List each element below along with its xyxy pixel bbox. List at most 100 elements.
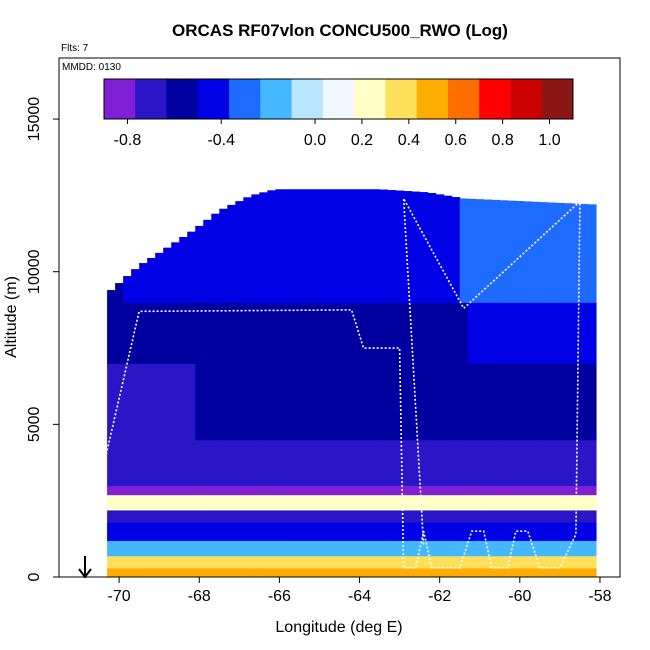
heatmap-cell: [211, 555, 220, 569]
heatmap-cell: [115, 522, 124, 541]
heatmap-cell: [163, 494, 172, 511]
heatmap-cell: [331, 540, 341, 557]
heatmap-cell: [363, 302, 373, 364]
heatmap-cell: [275, 302, 284, 364]
heatmap-cell: [259, 363, 268, 441]
heatmap-cell: [347, 189, 357, 303]
heatmap-cell: [387, 302, 397, 364]
down-arrow-icon: [78, 556, 92, 579]
heatmap-cell: [467, 567, 477, 577]
heatmap-cell: [107, 485, 116, 496]
heatmap-cell: [139, 509, 148, 523]
heatmap-cell: [579, 494, 589, 511]
heatmap-cell: [195, 494, 204, 511]
heatmap-cell: [131, 363, 140, 441]
heatmap-cell: [475, 540, 485, 557]
heatmap-cell: [587, 302, 597, 364]
heatmap-cell: [171, 494, 180, 511]
heatmap-cell: [539, 485, 549, 496]
colorbar-segment: [385, 79, 418, 119]
heatmap-cell: [451, 540, 461, 557]
y-tick-label: 15000: [26, 97, 43, 142]
heatmap-cell: [555, 494, 565, 511]
heatmap-cell: [387, 439, 397, 487]
heatmap-cell: [299, 485, 309, 496]
x-tick-label: -66: [268, 588, 291, 605]
heatmap-cell: [123, 485, 132, 496]
heatmap-cell: [491, 363, 501, 441]
heatmap-cell: [419, 363, 429, 441]
heatmap-cell: [531, 567, 541, 577]
heatmap-cell: [387, 363, 397, 441]
heatmap-cell: [323, 189, 333, 303]
heatmap-cell: [563, 203, 573, 303]
heatmap-cell: [195, 302, 204, 364]
heatmap-cell: [507, 567, 517, 577]
heatmap-cell: [187, 555, 196, 569]
heatmap-cell: [387, 567, 397, 577]
heatmap-cell: [395, 540, 405, 557]
heatmap-cell: [163, 540, 172, 557]
heatmap-cell: [363, 540, 373, 557]
heatmap-cell: [267, 363, 276, 441]
heatmap-cell: [235, 363, 244, 441]
heatmap-cell: [131, 439, 140, 487]
heatmap-cell: [355, 485, 365, 496]
heatmap-cell: [203, 555, 212, 569]
heatmap-cell: [483, 567, 493, 577]
heatmap-cell: [123, 494, 132, 511]
heatmap-cell: [491, 494, 501, 511]
heatmap-cell: [467, 555, 477, 569]
heatmap-cell: [459, 363, 469, 441]
heatmap-cell: [443, 494, 453, 511]
heatmap-cell: [291, 567, 301, 577]
heatmap-cell: [251, 555, 260, 569]
heatmap-cell: [411, 302, 421, 364]
heatmap-cell: [467, 198, 477, 303]
heatmap-cell: [315, 439, 325, 487]
heatmap-cell: [371, 494, 381, 511]
heatmap-cell: [587, 522, 597, 541]
heatmap-cell: [283, 302, 293, 364]
heatmap-cell: [227, 439, 236, 487]
heatmap-cell: [403, 302, 413, 364]
colorbar-segment: [416, 79, 449, 119]
heatmap-cell: [307, 363, 317, 441]
heatmap-cell: [307, 485, 317, 496]
heatmap-cell: [195, 567, 204, 577]
heatmap-cell: [163, 555, 172, 569]
heatmap-cell: [123, 522, 132, 541]
heatmap-cell: [331, 189, 341, 303]
heatmap-cell: [291, 540, 301, 557]
heatmap-cell: [515, 363, 525, 441]
heatmap-cell: [411, 485, 421, 496]
heatmap-cell: [355, 540, 365, 557]
heatmap-cell: [451, 363, 461, 441]
heatmap-cell: [539, 540, 549, 557]
heatmap-cell: [203, 439, 212, 487]
x-tick-label: -64: [348, 588, 371, 605]
heatmap-cell: [411, 439, 421, 487]
heatmap-cell: [195, 225, 204, 303]
heatmap-cell: [227, 540, 236, 557]
heatmap-cell: [435, 540, 445, 557]
heatmap-cell: [235, 485, 244, 496]
heatmap-cell: [435, 522, 445, 541]
heatmap-cell: [507, 555, 517, 569]
heatmap-cell: [379, 494, 389, 511]
heatmap-cell: [267, 494, 276, 511]
heatmap-cell: [555, 485, 565, 496]
heatmap-cell: [379, 555, 389, 569]
heatmap-cell: [251, 302, 260, 364]
heatmap-cell: [547, 522, 557, 541]
heatmap-cell: [427, 193, 437, 303]
heatmap-cell: [283, 439, 293, 487]
heatmap-cell: [371, 555, 381, 569]
heatmap-cell: [259, 567, 268, 577]
heatmap-cell: [251, 509, 260, 523]
heatmap-cell: [203, 302, 212, 364]
heatmap-cell: [467, 363, 477, 441]
heatmap-cell: [451, 439, 461, 487]
heatmap-cell: [547, 494, 557, 511]
heatmap-cell: [291, 522, 301, 541]
